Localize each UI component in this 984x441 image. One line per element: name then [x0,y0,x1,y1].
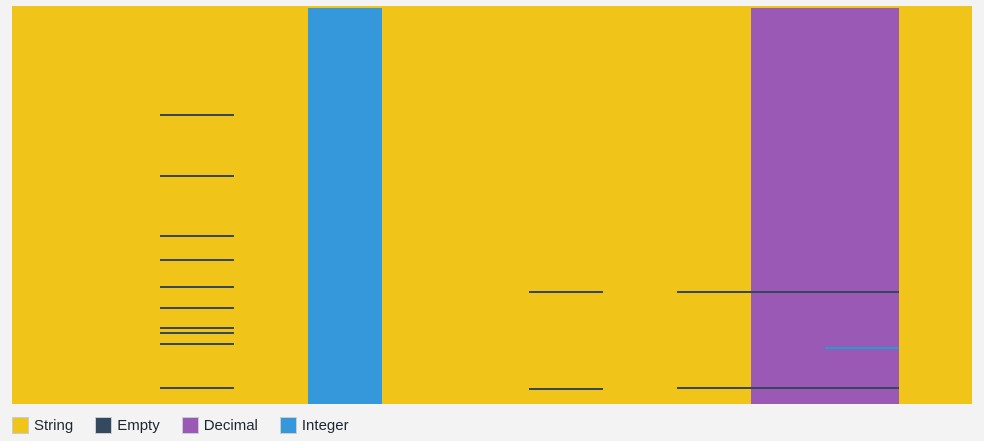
legend-swatch-string [12,416,29,434]
empty-cell-mark [160,175,234,177]
integer-cell-mark [825,347,899,349]
empty-cell-mark [677,291,899,293]
empty-cell-mark [160,332,234,334]
empty-cell-mark [160,114,234,116]
empty-cell-mark [160,343,234,345]
legend-swatch-integer [279,416,297,434]
legend-swatch-decimal [181,416,199,434]
legend-item-integer[interactable]: Integer [279,416,349,434]
empty-cell-mark [160,307,234,309]
legend-label-integer: Integer [301,416,349,434]
legend: String Empty Decimal Integer [12,414,349,436]
empty-cell-mark [160,286,234,288]
empty-cell-mark [529,291,603,293]
empty-cell-mark [160,259,234,261]
empty-cell-mark [160,235,234,237]
type-band-integer [308,8,382,404]
legend-item-decimal[interactable]: Decimal [181,416,258,434]
empty-cell-mark [160,387,234,389]
legend-label-string: String [34,416,74,434]
legend-label-decimal: Decimal [203,416,258,434]
empty-cell-mark [677,387,899,389]
legend-swatch-empty [95,416,113,434]
empty-cell-mark [529,388,603,390]
legend-item-string[interactable]: String [12,416,74,434]
legend-item-empty[interactable]: Empty [95,416,160,434]
legend-label-empty: Empty [117,416,160,434]
plot-area [12,6,972,404]
empty-cell-mark [160,327,234,329]
type-band-decimal [751,8,899,404]
